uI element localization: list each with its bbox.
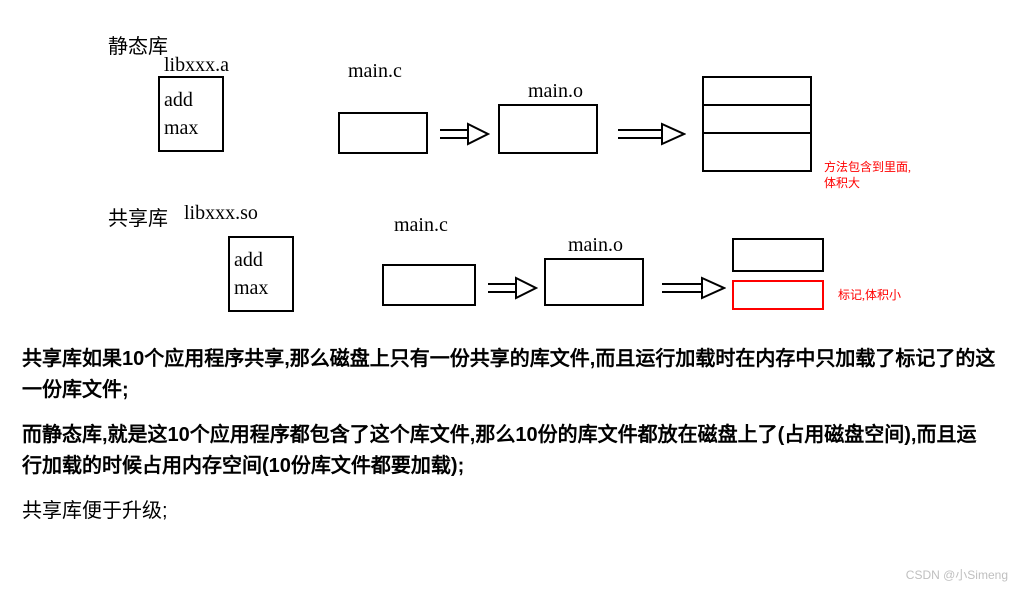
shared-output-stack [732, 238, 824, 310]
static-libbox: add max [158, 76, 224, 152]
shared-obj-box [544, 258, 644, 306]
static-stack-row [702, 132, 812, 172]
shared-src-label: main.c [394, 214, 448, 237]
shared-annotation: 标记,体积小 [838, 288, 901, 304]
shared-title: 共享库 [108, 202, 168, 231]
shared-obj-label: main.o [568, 234, 623, 257]
static-title: 静态库 [108, 30, 168, 59]
static-obj-label: main.o [528, 80, 583, 103]
static-output-stack [702, 76, 812, 172]
static-stack-row [702, 76, 812, 106]
paragraph-shared: 共享库如果10个应用程序共享,那么磁盘上只有一份共享的库文件,而且运行加载时在内… [22, 344, 996, 406]
shared-lib-line2: max [234, 274, 292, 302]
csdn-watermark: CSDN @小Simeng [906, 566, 1008, 583]
static-obj-box [498, 104, 598, 154]
shared-stack-row [732, 238, 824, 272]
shared-stack-row-marked [732, 280, 824, 310]
static-libname: libxxx.a [164, 54, 229, 77]
shared-arrow1 [486, 276, 538, 305]
static-src-label: main.c [348, 60, 402, 83]
static-lib-line1: add [164, 86, 222, 114]
shared-lib-line1: add [234, 246, 292, 274]
static-arrow1 [438, 122, 490, 151]
explanation-text: 共享库如果10个应用程序共享,那么磁盘上只有一份共享的库文件,而且运行加载时在内… [0, 344, 1018, 527]
static-arrow2 [616, 122, 686, 151]
paragraph-upgrade: 共享库便于升级; [22, 496, 996, 527]
static-stack-row [702, 104, 812, 134]
static-lib-line2: max [164, 114, 222, 142]
shared-arrow2 [660, 276, 726, 305]
shared-libname: libxxx.so [184, 202, 258, 225]
static-src-box [338, 112, 428, 154]
shared-src-box [382, 264, 476, 306]
paragraph-static: 而静态库,就是这10个应用程序都包含了这个库文件,那么10份的库文件都放在磁盘上… [22, 420, 996, 482]
shared-libbox: add max [228, 236, 294, 312]
library-diagram: 静态库 libxxx.a add max main.c main.o 方法包含到… [0, 0, 1018, 330]
static-annotation: 方法包含到里面,体积大 [824, 160, 924, 191]
